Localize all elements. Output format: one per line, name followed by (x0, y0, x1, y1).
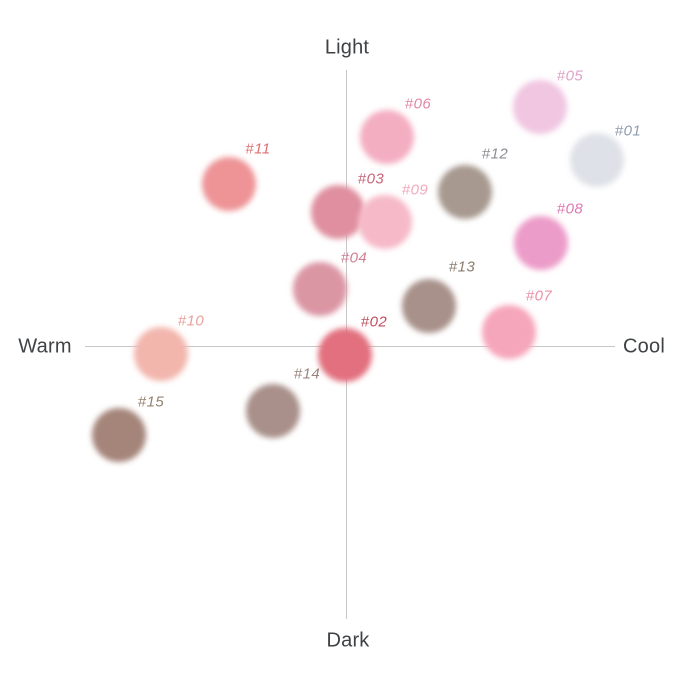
axis-label-dark: Dark (326, 629, 370, 652)
shade-dot-label-04: #04 (340, 249, 368, 267)
shade-dot-label-15: #15 (137, 393, 165, 411)
shade-dot-11 (202, 157, 256, 211)
shade-dot-label-02: #02 (360, 313, 388, 331)
shade-dot-08 (514, 216, 568, 270)
shade-dot-label-08: #08 (556, 200, 584, 218)
shade-dot-01 (570, 133, 624, 187)
shade-dot-label-03: #03 (357, 170, 385, 188)
shade-dot-14 (246, 384, 300, 438)
axis-label-warm: Warm (18, 335, 72, 358)
shade-dot-05 (513, 80, 567, 134)
shade-dot-label-10: #10 (177, 312, 205, 330)
shade-dot-07 (482, 305, 536, 359)
shade-dot-label-13: #13 (448, 258, 476, 276)
shade-dot-02 (318, 328, 372, 382)
shade-dot-06 (360, 110, 414, 164)
shade-dot-12 (438, 165, 492, 219)
shade-dot-label-14: #14 (293, 365, 321, 383)
shade-dot-label-07: #07 (525, 287, 553, 305)
axis-label-cool: Cool (623, 335, 665, 358)
shade-dot-label-12: #12 (481, 145, 509, 163)
shade-dot-13 (402, 279, 456, 333)
shade-dot-15 (92, 408, 146, 462)
shade-dot-label-01: #01 (614, 122, 642, 140)
shade-dot-03 (311, 185, 365, 239)
shade-dot-04 (293, 262, 347, 316)
shade-dot-09 (358, 195, 412, 249)
shade-dot-label-09: #09 (401, 181, 429, 199)
shade-dot-10 (134, 327, 188, 381)
shade-dot-label-05: #05 (556, 67, 584, 85)
axis-label-light: Light (324, 36, 370, 59)
shade-dot-label-06: #06 (404, 95, 432, 113)
shade-dot-label-11: #11 (245, 140, 271, 158)
